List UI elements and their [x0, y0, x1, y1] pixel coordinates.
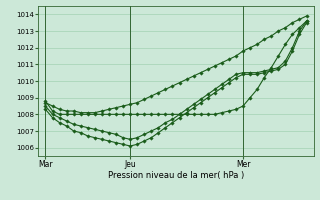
X-axis label: Pression niveau de la mer( hPa ): Pression niveau de la mer( hPa )	[108, 171, 244, 180]
